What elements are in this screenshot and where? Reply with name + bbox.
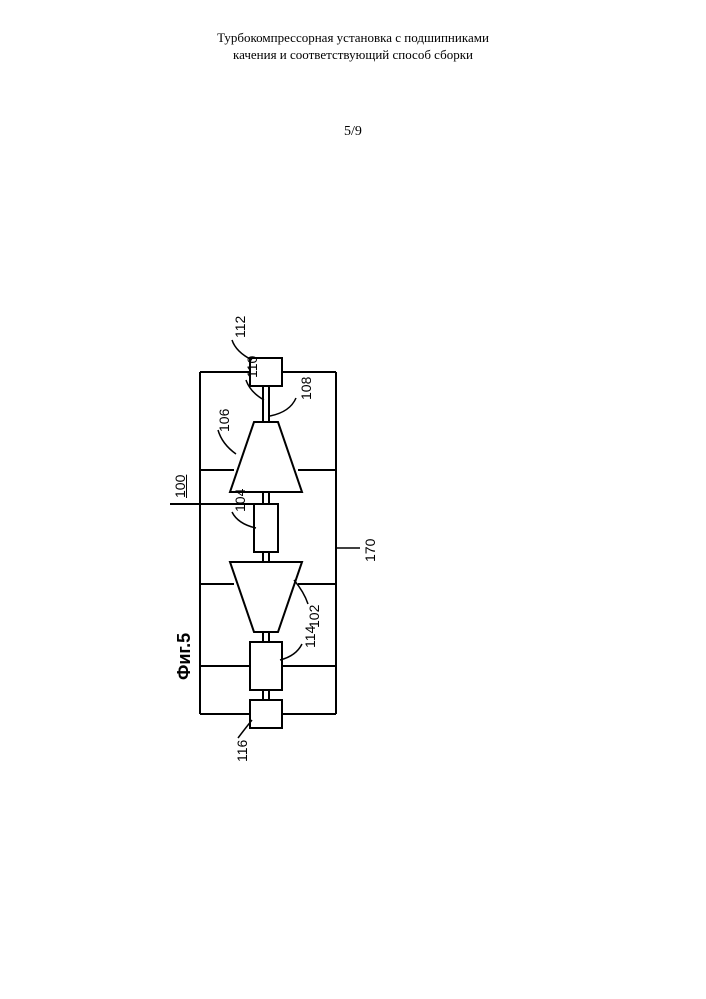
diagram-svg bbox=[0, 0, 706, 999]
figure-label: Фиг.5 bbox=[174, 633, 195, 680]
ref-114: 114 bbox=[302, 626, 318, 648]
ref-116: 116 bbox=[234, 740, 250, 762]
ref-110: 110 bbox=[244, 356, 260, 378]
ref-112: 112 bbox=[232, 316, 248, 338]
ref-104: 104 bbox=[232, 489, 248, 512]
trapezoid-106 bbox=[230, 422, 302, 492]
ref-106: 106 bbox=[216, 409, 232, 432]
ref-100: 100 bbox=[172, 475, 188, 498]
ref-170: 170 bbox=[362, 539, 378, 562]
box-116 bbox=[250, 700, 282, 728]
ref-102: 102 bbox=[306, 605, 322, 628]
ref-108: 108 bbox=[298, 377, 314, 400]
box-114 bbox=[250, 642, 282, 690]
figure-5: Фиг.5 100 112 110 108 106 104 102 114 11… bbox=[0, 0, 706, 999]
box-104 bbox=[254, 504, 278, 552]
trapezoid-102 bbox=[230, 562, 302, 632]
